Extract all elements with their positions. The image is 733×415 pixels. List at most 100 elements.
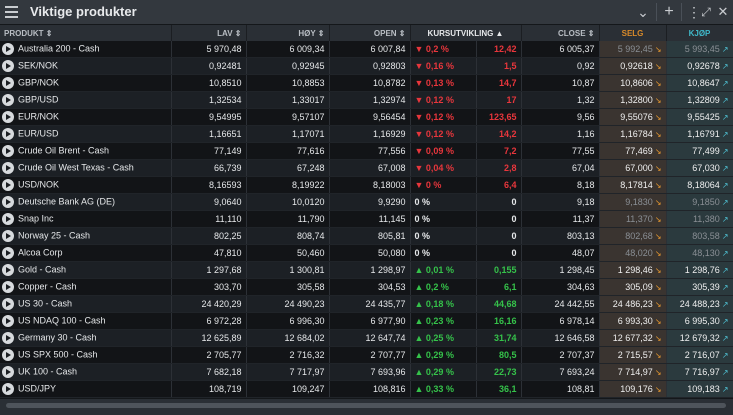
buy-price-button[interactable]: 305,39 ↗ xyxy=(666,278,733,296)
table-row[interactable]: UK 100 - Cash 7 682,18 7 717,97 7 693,96 ▲ 0… xyxy=(0,363,733,381)
table-row[interactable]: GBP/USD 1,32534 1,33017 1,32974 ▼ 0,12 % 17 1,… xyxy=(0,91,733,109)
product-name-cell[interactable]: SEK/NOK xyxy=(0,57,172,75)
product-name-cell[interactable]: US SPX 500 - Cash xyxy=(0,346,172,364)
buy-price-button[interactable]: 9,1850 ↗ xyxy=(666,193,733,211)
table-row[interactable]: Snap Inc 11,110 11,790 11,145 0 % 0 11,37 11,37… xyxy=(0,210,733,228)
buy-price-button[interactable]: 77,499 ↗ xyxy=(666,142,733,160)
play-circle-icon[interactable] xyxy=(2,128,14,140)
play-circle-icon[interactable] xyxy=(2,281,14,293)
play-circle-icon[interactable] xyxy=(2,60,14,72)
play-circle-icon[interactable] xyxy=(2,332,14,344)
chevron-down-icon[interactable]: ⌄ xyxy=(637,4,649,20)
sell-price-button[interactable]: 0,92618 ↘ xyxy=(599,57,667,75)
product-name-cell[interactable]: Crude Oil Brent - Cash xyxy=(0,142,172,160)
buy-price-button[interactable]: 0,92678 ↗ xyxy=(666,57,733,75)
table-row[interactable]: Deutsche Bank AG (DE) 9,0640 10,0120 9,9290… xyxy=(0,193,733,211)
table-row[interactable]: Alcoa Corp 47,810 50,460 50,080 0 % 0 48,07 48,… xyxy=(0,244,733,262)
column-header-close[interactable]: CLOSE ⇕ xyxy=(521,25,600,41)
sell-price-button[interactable]: 9,55076 ↘ xyxy=(599,108,667,126)
buy-price-button[interactable]: 5 993,45 ↗ xyxy=(666,41,733,58)
product-name-cell[interactable]: Germany 30 - Cash xyxy=(0,329,172,347)
table-row[interactable]: SEK/NOK 0,92481 0,92945 0,92803 ▼ 0,16 % 1,5 0… xyxy=(0,57,733,75)
play-circle-icon[interactable] xyxy=(2,213,14,225)
sell-price-button[interactable]: 1 298,46 ↘ xyxy=(599,261,667,279)
play-circle-icon[interactable] xyxy=(2,179,14,191)
product-name-cell[interactable]: USD/NOK xyxy=(0,176,172,194)
product-name-cell[interactable]: USD/JPY xyxy=(0,380,172,398)
play-circle-icon[interactable] xyxy=(2,43,14,55)
product-name-cell[interactable]: EUR/USD xyxy=(0,125,172,143)
table-row[interactable]: Copper - Cash 303,70 305,58 304,53 ▲ 0,2 % 6,… xyxy=(0,278,733,296)
buy-price-button[interactable]: 1 298,76 ↗ xyxy=(666,261,733,279)
sell-price-button[interactable]: 12 677,32 ↘ xyxy=(599,329,667,347)
buy-price-button[interactable]: 9,55425 ↗ xyxy=(666,108,733,126)
column-header-kursutvikling[interactable]: KURSUTVIKLING ▲ xyxy=(410,25,522,41)
table-row[interactable]: US 30 - Cash 24 420,29 24 490,23 24 435,77 ▲… xyxy=(0,295,733,313)
table-row[interactable]: USD/NOK 8,16593 8,19922 8,18003 ▼ 0 % 6,4 8,18… xyxy=(0,176,733,194)
play-circle-icon[interactable] xyxy=(2,264,14,276)
sell-price-button[interactable]: 1,32800 ↘ xyxy=(599,91,667,109)
buy-price-button[interactable]: 2 716,07 ↗ xyxy=(666,346,733,364)
sell-price-button[interactable]: 1,16784 ↘ xyxy=(599,125,667,143)
table-row[interactable]: Crude Oil West Texas - Cash 66,739 67,248 6… xyxy=(0,159,733,177)
buy-price-button[interactable]: 11,380 ↗ xyxy=(666,210,733,228)
play-circle-icon[interactable] xyxy=(2,366,14,378)
sell-price-button[interactable]: 6 993,30 ↘ xyxy=(599,312,667,330)
buy-price-button[interactable]: 12 679,32 ↗ xyxy=(666,329,733,347)
buy-price-button[interactable]: 109,183 ↗ xyxy=(666,380,733,398)
table-row[interactable]: Australia 200 - Cash 5 970,48 6 009,34 6 00… xyxy=(0,41,733,58)
buy-price-button[interactable]: 24 488,23 ↗ xyxy=(666,295,733,313)
table-row[interactable]: EUR/USD 1,16651 1,17071 1,16929 ▼ 0,12 % 14,2… xyxy=(0,125,733,143)
play-circle-icon[interactable] xyxy=(2,315,14,327)
sell-price-button[interactable]: 2 715,57 ↘ xyxy=(599,346,667,364)
column-header-hoy[interactable]: HØY ⇕ xyxy=(246,25,330,41)
buy-price-button[interactable]: 6 995,30 ↗ xyxy=(666,312,733,330)
sell-price-button[interactable]: 77,469 ↘ xyxy=(599,142,667,160)
product-name-cell[interactable]: Norway 25 - Cash xyxy=(0,227,172,245)
play-circle-icon[interactable] xyxy=(2,162,14,174)
product-name-cell[interactable]: Copper - Cash xyxy=(0,278,172,296)
play-circle-icon[interactable] xyxy=(2,383,14,395)
buy-price-button[interactable]: 803,58 ↗ xyxy=(666,227,733,245)
play-circle-icon[interactable] xyxy=(2,349,14,361)
play-circle-icon[interactable] xyxy=(2,196,14,208)
table-row[interactable]: USD/JPY 108,719 109,247 108,816 ▲ 0,33 % 36,1… xyxy=(0,380,733,398)
column-header-lav[interactable]: LAV ⇕ xyxy=(171,25,247,41)
product-name-cell[interactable]: EUR/NOK xyxy=(0,108,172,126)
expand-icon[interactable]: ⤢ xyxy=(701,5,711,19)
buy-price-button[interactable]: 1,32809 ↗ xyxy=(666,91,733,109)
table-row[interactable]: GBP/NOK 10,8510 10,8853 10,8782 ▼ 0,13 % 14,7… xyxy=(0,74,733,92)
table-row[interactable]: Norway 25 - Cash 802,25 808,74 805,81 0 % 0 80… xyxy=(0,227,733,245)
sell-price-button[interactable]: 48,020 ↘ xyxy=(599,244,667,262)
sell-price-button[interactable]: 305,09 ↘ xyxy=(599,278,667,296)
play-circle-icon[interactable] xyxy=(2,111,14,123)
buy-price-button[interactable]: 48,130 ↗ xyxy=(666,244,733,262)
sell-price-button[interactable]: 9,1830 ↘ xyxy=(599,193,667,211)
product-name-cell[interactable]: US 30 - Cash xyxy=(0,295,172,313)
product-name-cell[interactable]: Snap Inc xyxy=(0,210,172,228)
play-circle-icon[interactable] xyxy=(2,145,14,157)
sell-price-button[interactable]: 8,17814 ↘ xyxy=(599,176,667,194)
table-row[interactable]: Crude Oil Brent - Cash 77,149 77,616 77,556… xyxy=(0,142,733,160)
column-header-produkt[interactable]: PRODUKT ⇕ xyxy=(0,25,172,41)
play-circle-icon[interactable] xyxy=(2,247,14,259)
product-name-cell[interactable]: US NDAQ 100 - Cash xyxy=(0,312,172,330)
product-name-cell[interactable]: Australia 200 - Cash xyxy=(0,41,172,58)
product-name-cell[interactable]: Gold - Cash xyxy=(0,261,172,279)
table-row[interactable]: US SPX 500 - Cash 2 705,77 2 716,32 2 707,7… xyxy=(0,346,733,364)
plus-icon[interactable]: + xyxy=(664,3,674,20)
play-circle-icon[interactable] xyxy=(2,94,14,106)
close-icon[interactable]: ✕ xyxy=(717,4,729,19)
sell-price-button[interactable]: 67,000 ↘ xyxy=(599,159,667,177)
product-name-cell[interactable]: UK 100 - Cash xyxy=(0,363,172,381)
buy-price-button[interactable]: 10,8647 ↗ xyxy=(666,74,733,92)
product-name-cell[interactable]: GBP/NOK xyxy=(0,74,172,92)
sell-price-button[interactable]: 5 992,45 ↘ xyxy=(599,41,667,58)
product-name-cell[interactable]: Alcoa Corp xyxy=(0,244,172,262)
table-row[interactable]: Germany 30 - Cash 12 625,89 12 684,02 12 64… xyxy=(0,329,733,347)
table-row[interactable]: US NDAQ 100 - Cash 6 972,28 6 996,30 6 977,… xyxy=(0,312,733,330)
play-circle-icon[interactable] xyxy=(2,77,14,89)
scrollbar-thumb[interactable] xyxy=(6,403,726,408)
drag-handle-icon[interactable]: ⋮ xyxy=(687,4,701,20)
hamburger-icon[interactable] xyxy=(5,6,18,18)
